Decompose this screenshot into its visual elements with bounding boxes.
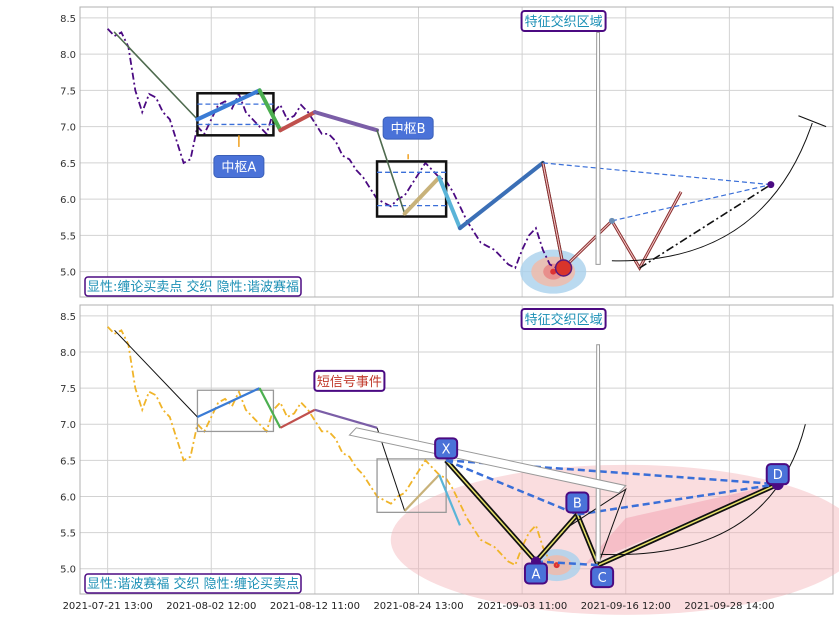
projection-dash [611, 184, 771, 222]
hub-label-box [213, 155, 265, 178]
hub-box-faded [196, 389, 275, 433]
zone-title: 特征交织区域 [525, 312, 603, 328]
zigzag-segment [402, 175, 442, 216]
y-tick-label: 6.5 [60, 456, 76, 467]
y-tick-label: 8.0 [60, 50, 76, 61]
short-signal-box [313, 369, 386, 392]
harmonic-leg-inner [597, 483, 779, 566]
signal-pointer [348, 427, 627, 494]
zigzag-segment [438, 474, 461, 526]
zigzag-segment [457, 160, 545, 231]
point-label-c: C [598, 571, 607, 586]
point-label-b: B [573, 497, 582, 512]
forecast-curve [611, 122, 813, 262]
zigzag-segment [258, 387, 282, 429]
point-label-box [565, 491, 590, 514]
zone-pointer [595, 344, 601, 562]
zigzag-segment [257, 88, 283, 133]
zigzag-segment [279, 408, 316, 429]
panel-bottom: 8.5 8.0 7.5 7.0 6.5 6.0 5.5 5.0 X A B C D 特征交织区域显性:谐波… [60, 304, 839, 615]
point-label-box [765, 463, 790, 486]
zigzag-segment [196, 387, 261, 418]
hub-box-faded [376, 458, 447, 514]
zigzag-segment [113, 31, 199, 121]
panel-caption: 显性:谐波赛福 交织 隐性:缠论买卖点 [87, 576, 299, 592]
point-label-box [523, 562, 548, 585]
zigzag-segment [403, 474, 441, 512]
y-tick-label: 5.5 [60, 231, 76, 242]
y-tick-label: 5.0 [60, 268, 76, 279]
zone-title-box [520, 10, 607, 32]
projection-target [767, 181, 775, 189]
panel-caption: 显性:缠论买卖点 交织 隐性:谐波赛福 [87, 279, 299, 295]
point-label-box [590, 566, 615, 589]
x-tick-label: 2021-09-28 14:00 [684, 601, 774, 612]
zigzag-segment [437, 175, 462, 231]
y-tick-label: 8.0 [60, 348, 76, 359]
y-tick-label: 6.0 [60, 195, 76, 206]
zigzag-segment [376, 129, 406, 215]
y-tick-label: 7.0 [60, 123, 76, 134]
x-tick-label: 2021-09-03 11:00 [477, 601, 567, 612]
x-tick-label: 2021-09-16 12:00 [581, 601, 671, 612]
x-tick-label: 2021-08-02 12:00 [166, 601, 256, 612]
hub-label-box [382, 116, 434, 140]
price-series-line [106, 326, 558, 567]
y-tick-label: 7.5 [60, 384, 76, 395]
y-tick-label: 7.5 [60, 86, 76, 97]
point-label-x: X [442, 442, 451, 457]
x-tick-label: 2021-08-12 11:00 [270, 601, 360, 612]
signal-marker [554, 259, 573, 277]
zigzag-segment [195, 88, 262, 122]
harmonic-ratio-line [445, 459, 578, 516]
forecast-curve [598, 424, 806, 556]
point-label-d: D [773, 468, 783, 483]
caption-box [84, 276, 302, 297]
hub-box-1 [375, 160, 448, 218]
y-tick-label: 6.0 [60, 492, 76, 503]
harmonic-leg-inner [576, 514, 599, 566]
projection-dash [542, 162, 771, 186]
y-tick-label: 8.5 [60, 14, 76, 25]
x-tick-label: 2021-07-21 13:00 [63, 601, 153, 612]
harmonic-leg-inner [445, 459, 537, 562]
hub-label: 中枢B [391, 122, 426, 137]
hub-label: 中枢A [221, 161, 256, 176]
zone-pointer [595, 31, 601, 265]
plot-frame [79, 304, 834, 595]
y-tick-label: 5.5 [60, 529, 76, 540]
point-label-a: A [531, 567, 540, 582]
zigzag-segment [278, 110, 317, 133]
zone-title: 特征交织区域 [525, 14, 603, 30]
pivot-dot [608, 217, 615, 224]
caption-box [84, 573, 302, 594]
forecast-cap [798, 115, 827, 128]
price-series-line [106, 28, 558, 270]
y-tick-label: 8.5 [60, 312, 76, 323]
plot-frame [79, 6, 834, 298]
pattern-outline [570, 487, 627, 566]
zigzag-segment [312, 110, 380, 133]
y-tick-label: 5.0 [60, 565, 76, 576]
x-tick-label: 2021-08-24 13:00 [373, 601, 463, 612]
zigzag-segment [314, 408, 378, 429]
projection-line [639, 183, 772, 269]
zone-center [550, 268, 557, 275]
y-tick-label: 7.0 [60, 420, 76, 431]
harmonic-ratio-line [577, 482, 778, 516]
harmonic-leg-inner [535, 514, 578, 562]
y-tick-label: 6.5 [60, 159, 76, 170]
short-signal-label: 短信号事件 [317, 375, 382, 390]
point-label-box [434, 437, 459, 460]
zone-title-box [520, 308, 607, 330]
zigzag-segment [114, 329, 198, 418]
